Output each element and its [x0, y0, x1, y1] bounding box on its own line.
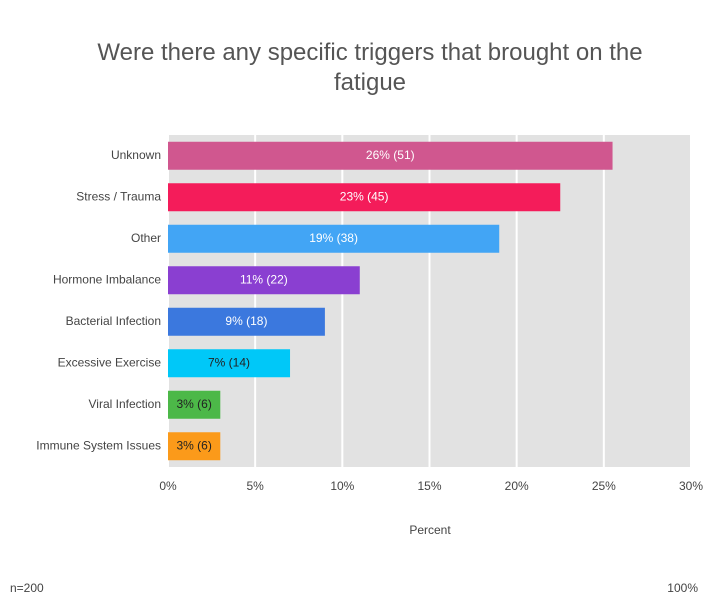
x-tick-label: 5% — [246, 479, 264, 493]
data-label: 3% (6) — [176, 438, 211, 452]
data-label: 26% (51) — [366, 148, 415, 162]
data-label: 23% (45) — [340, 189, 389, 203]
data-label: 7% (14) — [208, 355, 250, 369]
bar — [168, 224, 500, 253]
y-tick-label: Unknown — [111, 148, 161, 162]
data-label: 19% (38) — [309, 231, 358, 245]
y-tick-label: Bacterial Infection — [66, 314, 161, 328]
footnote: 100% — [667, 581, 698, 595]
bar — [168, 432, 221, 461]
x-tick-label: 20% — [505, 479, 529, 493]
x-tick-label: 0% — [159, 479, 177, 493]
bar — [168, 141, 613, 170]
footnote: n=200 — [10, 581, 44, 595]
y-tick-label: Immune System Issues — [36, 438, 161, 452]
data-label: 11% (22) — [240, 272, 288, 286]
x-axis-label: Percent — [409, 523, 451, 537]
chart-title: Were there any specific triggers that br… — [97, 39, 643, 96]
data-label: 3% (6) — [176, 397, 211, 411]
y-tick-label: Stress / Trauma — [76, 189, 161, 203]
y-tick-label: Excessive Exercise — [58, 355, 162, 369]
bar — [168, 349, 291, 378]
y-tick-label: Other — [131, 231, 161, 245]
y-tick-label: Viral Infection — [89, 397, 162, 411]
data-label: 9% (18) — [225, 314, 267, 328]
x-tick-label: 10% — [330, 479, 354, 493]
bar — [168, 183, 561, 212]
x-tick-label: 30% — [679, 479, 703, 493]
bar — [168, 390, 221, 419]
x-tick-label: 25% — [592, 479, 616, 493]
bar — [168, 307, 325, 336]
x-tick-label: 15% — [417, 479, 441, 493]
bar — [168, 266, 360, 295]
y-tick-label: Hormone Imbalance — [53, 272, 161, 286]
